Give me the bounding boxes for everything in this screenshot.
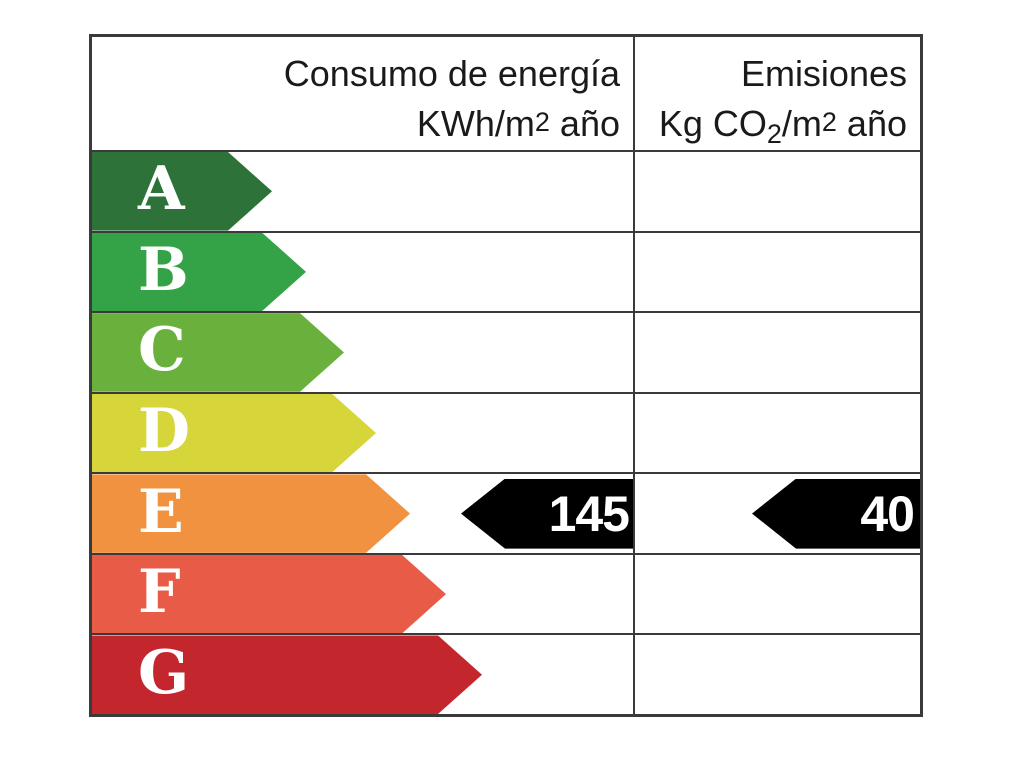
rating-row-e: E 145 40 xyxy=(92,474,920,555)
header-emissions: Emisiones Kg CO2/m2 año xyxy=(635,37,920,150)
rating-letter-c: C xyxy=(138,315,186,386)
superscript-2: 2 xyxy=(534,107,550,137)
emissions-indicator-arrow: 40 xyxy=(752,478,920,549)
rating-letter-f: F xyxy=(138,557,181,628)
emissions-units-suffix: año xyxy=(836,103,907,144)
superscript-2: 2 xyxy=(821,107,837,137)
emissions-value: 40 xyxy=(860,485,915,542)
column-divider xyxy=(633,37,635,714)
table-header: Consumo de energía KWh/m2 año Emisiones … xyxy=(92,37,920,152)
rating-row-d: D xyxy=(92,394,920,475)
rating-letter-d: D xyxy=(138,396,191,467)
emissions-units: Kg CO2/m2 año xyxy=(635,98,907,158)
rating-table: Consumo de energía KWh/m2 año Emisiones … xyxy=(89,34,923,717)
consumption-title: Consumo de energía xyxy=(283,53,620,94)
consumption-units: KWh/m2 año xyxy=(92,98,620,148)
rating-rows: A B C D E 145 40 F G xyxy=(92,152,920,714)
rating-row-c: C xyxy=(92,313,920,394)
consumption-units-text: KWh/m xyxy=(416,103,535,144)
rating-row-g: G xyxy=(92,635,920,714)
rating-letter-e: E xyxy=(138,476,184,547)
rating-bar-e: E xyxy=(92,474,410,553)
rating-row-b: B xyxy=(92,233,920,314)
emissions-units-text: Kg CO xyxy=(658,103,767,144)
rating-letter-g: G xyxy=(138,637,190,708)
emissions-title: Emisiones xyxy=(740,53,907,94)
consumption-indicator-arrow: 145 xyxy=(461,478,633,549)
header-consumption: Consumo de energía KWh/m2 año xyxy=(92,37,635,150)
rating-row-a: A xyxy=(92,152,920,233)
rating-bar-a: A xyxy=(92,152,272,231)
rating-letter-a: A xyxy=(138,154,185,225)
subscript-2: 2 xyxy=(766,119,782,149)
rating-row-f: F xyxy=(92,555,920,636)
rating-bar-b: B xyxy=(92,233,306,312)
rating-bar-d: D xyxy=(92,394,376,473)
rating-bar-g: G xyxy=(92,635,482,714)
emissions-units-mid: /m xyxy=(781,103,822,144)
consumption-units-suffix: año xyxy=(549,103,620,144)
rating-bar-c: C xyxy=(92,313,344,392)
rating-bar-f: F xyxy=(92,555,446,634)
rating-letter-b: B xyxy=(138,234,189,305)
consumption-value: 145 xyxy=(548,485,630,542)
